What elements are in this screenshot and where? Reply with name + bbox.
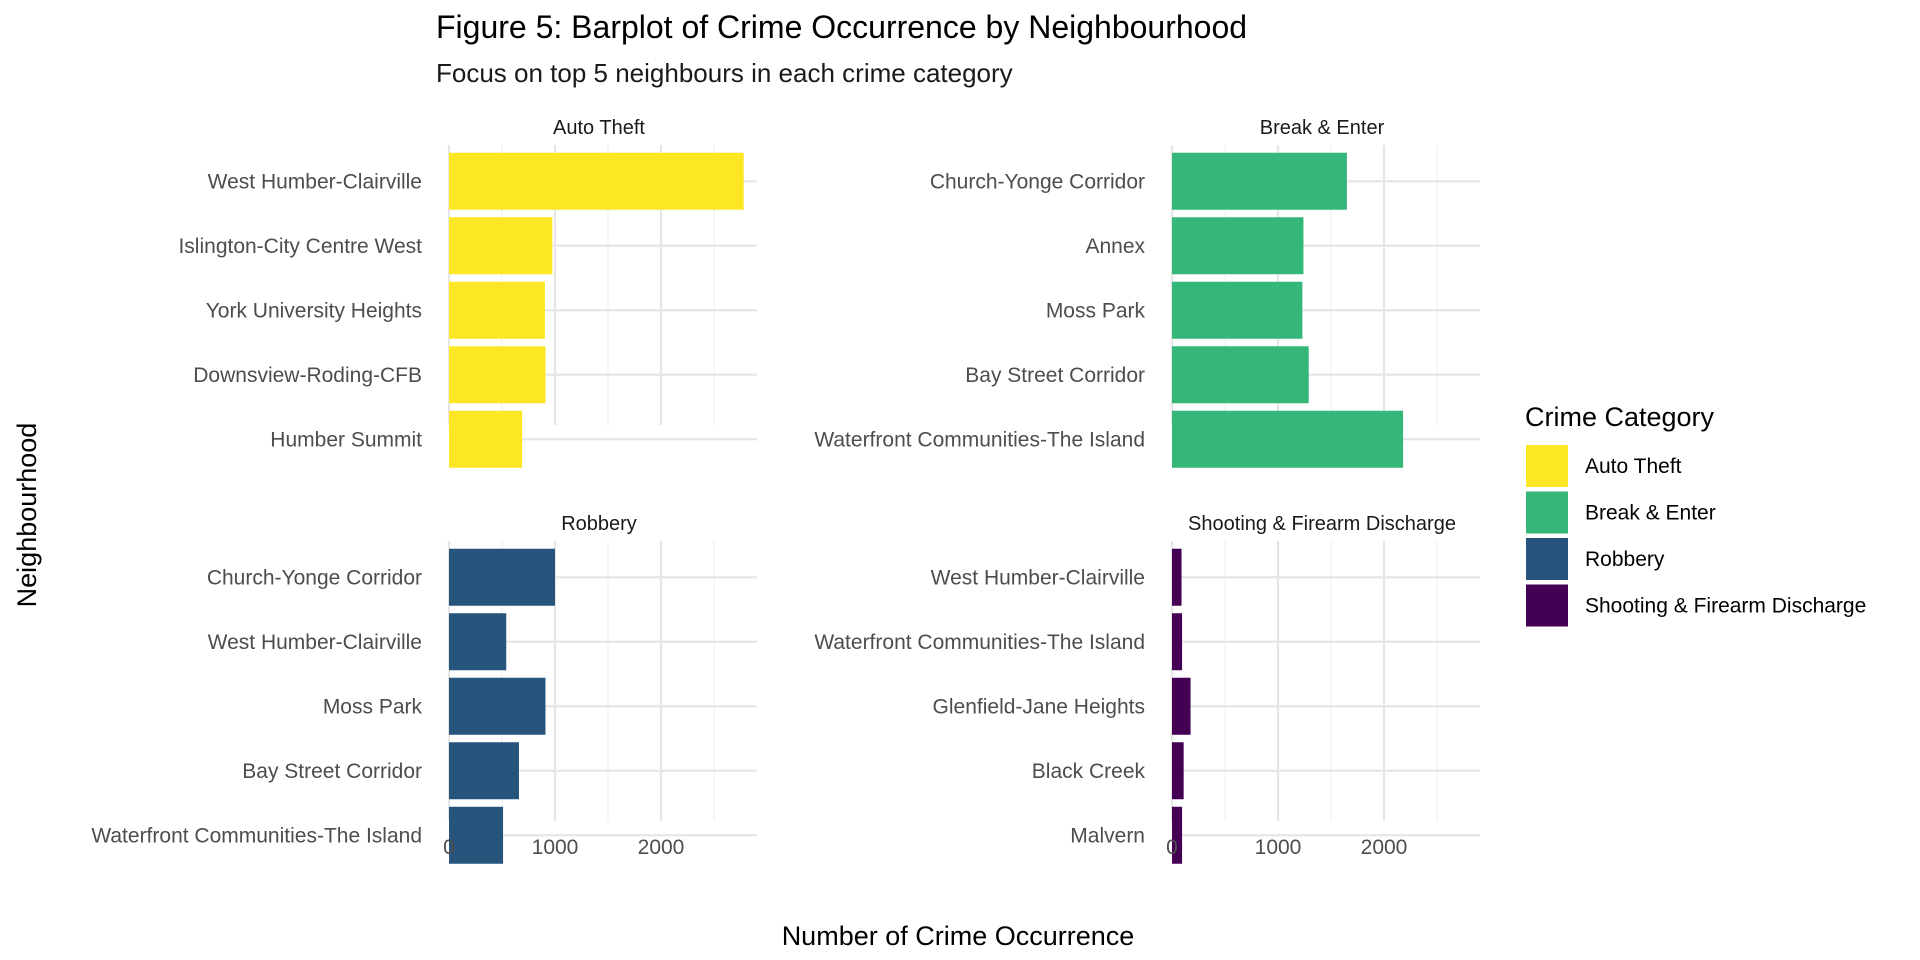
legend-label: Break & Enter — [1585, 502, 1716, 525]
legend-key-break-enter — [1526, 491, 1568, 534]
y-tick-label: Humber Summit — [270, 428, 422, 451]
x-tick-label: 1000 — [1255, 836, 1302, 859]
y-tick-label: Church-Yonge Corridor — [207, 566, 422, 589]
panel-auto-theft: Auto Theft West Humber-Clairville Islingto… — [178, 117, 757, 468]
legend-key-robbery — [1526, 538, 1568, 580]
legend: Crime Category Auto Theft Break & Enter Ro… — [1525, 402, 1866, 627]
chart-title: Figure 5: Barplot of Crime Occurrence by… — [436, 9, 1247, 45]
legend-title: Crime Category — [1525, 402, 1715, 432]
y-tick-label: Annex — [1085, 235, 1145, 258]
y-tick-label: Bay Street Corridor — [242, 760, 422, 783]
bar — [449, 281, 545, 339]
legend-label: Shooting & Firearm Discharge — [1585, 595, 1866, 618]
bar — [1172, 281, 1303, 339]
x-tick-label: 2000 — [638, 836, 685, 859]
y-tick-label: Waterfront Communities-The Island — [814, 631, 1145, 654]
bar — [1172, 677, 1191, 735]
x-tick-label: 2000 — [1361, 836, 1408, 859]
bar — [449, 677, 546, 735]
y-tick-label: West Humber-Clairville — [931, 566, 1145, 589]
bar — [1172, 152, 1347, 210]
y-tick-label: West Humber-Clairville — [208, 631, 422, 654]
facet-label: Robbery — [561, 513, 637, 535]
bar — [449, 346, 546, 404]
bar — [1172, 217, 1304, 275]
legend-label: Robbery — [1585, 548, 1665, 571]
bar — [1172, 806, 1183, 864]
legend-label: Auto Theft — [1585, 455, 1682, 478]
bar — [449, 217, 553, 275]
bar — [1172, 613, 1183, 671]
bar — [449, 410, 523, 468]
bar — [449, 613, 507, 671]
y-tick-label: West Humber-Clairville — [208, 170, 422, 193]
x-tick-label: 1000 — [532, 836, 579, 859]
y-tick-label: York University Heights — [206, 299, 422, 322]
facet-label: Shooting & Firearm Discharge — [1188, 513, 1456, 535]
y-tick-label: Moss Park — [323, 695, 423, 718]
y-tick-label: Moss Park — [1046, 299, 1146, 322]
x-axis-title: Number of Crime Occurrence — [782, 921, 1135, 951]
y-axis-title: Neighbourhood — [12, 423, 42, 608]
chart-subtitle: Focus on top 5 neighbours in each crime … — [436, 58, 1013, 88]
x-tick-label: 0 — [443, 836, 455, 859]
bar — [449, 548, 555, 606]
panel-break-enter: Break & Enter Church-Yonge Corridor Annex M… — [814, 117, 1480, 468]
y-tick-label: Waterfront Communities-The Island — [91, 824, 422, 847]
bar — [449, 152, 744, 210]
y-tick-label: Downsview-Roding-CFB — [193, 364, 422, 387]
x-tick-label: 0 — [1166, 836, 1178, 859]
bar — [1172, 410, 1404, 468]
bar — [1172, 742, 1184, 800]
bar — [449, 742, 519, 800]
bar — [449, 806, 504, 864]
facet-panels: Auto Theft West Humber-Clairville Islingto… — [91, 117, 1480, 864]
y-tick-label: Black Creek — [1032, 760, 1146, 783]
y-tick-label: Glenfield-Jane Heights — [933, 695, 1145, 718]
bar — [1172, 346, 1309, 404]
y-tick-label: Bay Street Corridor — [965, 364, 1145, 387]
facet-label: Auto Theft — [553, 117, 645, 139]
panel-shooting-firearm-discharge: Shooting & Firearm Discharge West Humber-… — [814, 513, 1480, 864]
legend-key-auto-theft — [1526, 445, 1568, 487]
panel-robbery: Robbery Church-Yonge Corridor West Humber-… — [91, 513, 757, 864]
y-tick-label: Church-Yonge Corridor — [930, 170, 1145, 193]
legend-key-shooting-firearm-discharge — [1526, 584, 1568, 627]
facet-label: Break & Enter — [1260, 117, 1385, 139]
bar — [1172, 548, 1182, 606]
y-tick-label: Waterfront Communities-The Island — [814, 428, 1145, 451]
y-tick-label: Islington-City Centre West — [178, 235, 422, 258]
y-tick-label: Malvern — [1070, 824, 1145, 847]
